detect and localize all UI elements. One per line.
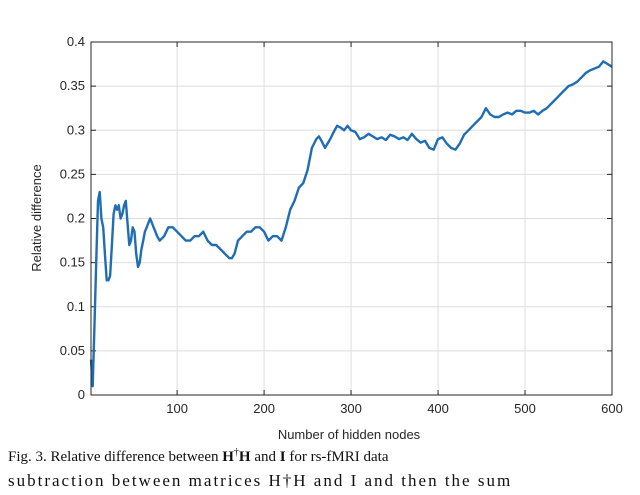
caption-suffix: for rs-fMRI data (285, 449, 389, 465)
y-tick-label: 0.2 (67, 211, 85, 226)
caption-dagger: † (233, 447, 239, 458)
x-tick-label: 500 (514, 401, 536, 416)
caption-middle: and (250, 449, 280, 465)
x-tick-label: 200 (253, 401, 275, 416)
figure-caption: Fig. 3. Relative difference between H†H … (8, 447, 388, 466)
caption-matrix-i: I (279, 449, 286, 465)
x-tick-label: 300 (340, 401, 362, 416)
plot-frame (90, 41, 613, 396)
caption-matrix-h2: H (238, 449, 251, 465)
y-tick-label: 0.4 (67, 34, 85, 49)
line-chart: 0 0.05 0.1 0.15 0.2 0.25 0.3 0.35 0.4 100 200 300 4… (29, 34, 623, 442)
caption-prefix: Fig. 3. Relative difference between (8, 449, 223, 465)
series-layer (89, 60, 613, 388)
y-tick-label: 0.25 (60, 166, 85, 181)
y-tick-label: 0 (78, 387, 85, 402)
series-line (89, 60, 613, 388)
x-tick-label: 400 (427, 401, 449, 416)
body-text-line: subtraction between matrices H†H and I a… (8, 471, 513, 490)
x-axis-label: Number of hidden nodes (278, 427, 421, 442)
y-tick-label: 0.35 (60, 78, 85, 93)
y-tick-label: 0.15 (60, 255, 85, 270)
x-tick-label: 600 (601, 401, 623, 416)
x-tick-label: 100 (166, 401, 188, 416)
y-tick-label: 0.05 (60, 343, 85, 358)
y-tick-label: 0.1 (67, 299, 85, 314)
y-axis-ticks: 0 0.05 0.1 0.15 0.2 0.25 0.3 0.35 0.4 (60, 34, 612, 402)
x-axis-ticks: 100 200 300 400 500 600 (166, 42, 623, 416)
grid-lines (91, 41, 613, 396)
caption-matrix-h: H (222, 449, 234, 465)
y-axis-label: Relative difference (29, 164, 44, 271)
y-tick-label: 0.3 (67, 122, 85, 137)
